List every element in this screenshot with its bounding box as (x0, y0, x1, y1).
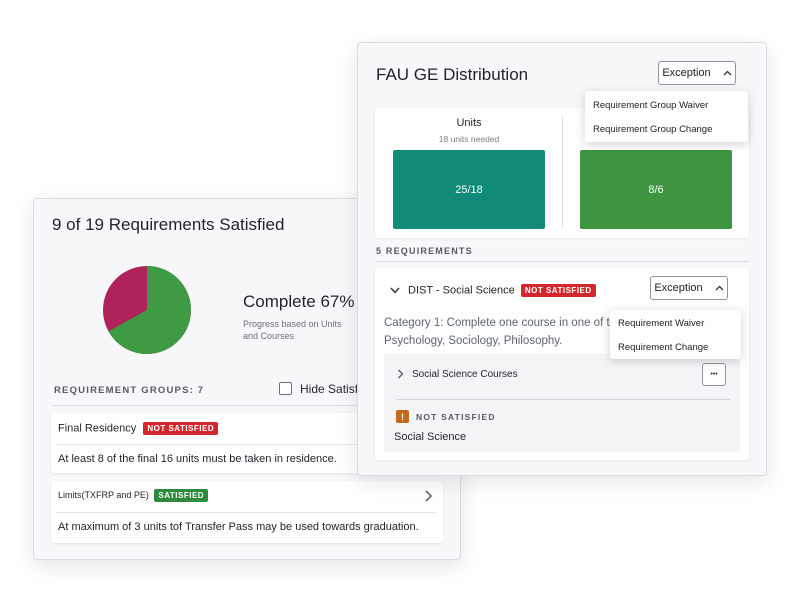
requirement-exception-menu: Requirement Waiver Requirement Change (610, 310, 741, 359)
requirement-description: Category 1: Complete one course in one o… (384, 314, 622, 350)
requirement-group-title: Final Residency NOT SATISFIED (58, 422, 219, 435)
group-exception-button[interactable]: Exception (658, 61, 736, 85)
row-divider (57, 512, 437, 513)
menu-item-requirement-waiver[interactable]: Requirement Waiver (618, 318, 705, 329)
menu-item-requirement-change[interactable]: Requirement Change (618, 342, 709, 353)
status-badge: SATISFIED (154, 489, 209, 502)
requirement-groups-count: REQUIREMENT GROUPS: 7 (54, 385, 205, 396)
progress-caption: Progress based on Units and Courses (243, 318, 342, 342)
divider (375, 261, 749, 262)
divider (52, 405, 442, 406)
courses-progress-tile: 8/6 (580, 150, 732, 229)
warning-glyph: ! (401, 411, 404, 422)
requirement-group-title: Limits(TXFRP and PE) SATISFIED (58, 489, 209, 502)
progress-caption-line: and Courses (243, 331, 295, 341)
distribution-card: FAU GE Distribution Exception Units 18 u… (357, 42, 767, 476)
units-progress-tile: 25/18 (393, 150, 545, 229)
exception-button-label: Exception (662, 67, 711, 79)
subgroup-divider (396, 399, 730, 400)
units-value: 25/18 (455, 183, 483, 196)
hide-satisfied-label[interactable]: Hide Satisfi (300, 382, 361, 396)
menu-item-requirement-group-waiver[interactable]: Requirement Group Waiver (593, 100, 709, 111)
summary-title: 9 of 19 Requirements Satisfied (52, 215, 285, 234)
group-exception-menu: Requirement Group Waiver Requirement Gro… (585, 91, 748, 142)
status-badge: NOT SATISFIED (143, 422, 219, 435)
complete-percentage: Complete 67% (243, 292, 355, 311)
requirement-description-line: Psychology, Sociology, Philosophy. (384, 335, 563, 347)
menu-item-requirement-group-change[interactable]: Requirement Group Change (593, 124, 713, 135)
course-subgroup: Social Science Courses ••• ! NOT SATISFI… (384, 354, 740, 452)
units-title: Units (456, 117, 482, 129)
warning-icon: ! (396, 410, 409, 423)
requirement-name: DIST - Social Science (408, 284, 515, 297)
requirement-group-name: Limits(TXFRP and PE) (58, 489, 149, 500)
chevron-down-icon[interactable] (390, 287, 400, 294)
warning-status: NOT SATISFIED (416, 412, 496, 422)
distribution-title: FAU GE Distribution (376, 65, 529, 84)
more-icon[interactable]: ••• (702, 363, 726, 386)
units-subtitle: 18 units needed (438, 134, 500, 144)
requirement-exception-button[interactable]: Exception (650, 276, 728, 300)
pie-slice-complete (108, 266, 191, 354)
panel-divider (562, 116, 563, 228)
more-glyph: ••• (710, 371, 718, 378)
units-panel: Units 18 units needed 25/18 8/6 (375, 108, 749, 238)
requirement-group-description: At maximum of 3 units tof Transfer Pass … (58, 521, 419, 533)
chevron-up-icon (723, 70, 732, 76)
requirement-description-line: Category 1: Complete one course in one o… (384, 317, 623, 329)
chevron-right-icon[interactable] (397, 369, 404, 379)
progress-caption-line: Progress based on Units (243, 319, 342, 329)
requirement-group-row[interactable]: Limits(TXFRP and PE) SATISFIED At maximu… (51, 481, 443, 543)
requirements-count: 5 REQUIREMENTS (376, 246, 473, 256)
checkbox-icon[interactable] (279, 382, 292, 395)
progress-pie-chart (103, 266, 191, 354)
row-divider (57, 444, 437, 445)
courses-value: 8/6 (648, 183, 664, 196)
exception-button-label: Exception (654, 282, 703, 294)
subgroup-label[interactable]: Social Science Courses (412, 369, 518, 380)
status-badge: NOT SATISFIED (520, 284, 596, 297)
warning-subject: Social Science (394, 431, 467, 443)
requirement-panel: DIST - Social Science NOT SATISFIED Exce… (375, 268, 749, 460)
chevron-up-icon (715, 285, 724, 291)
chevron-right-icon[interactable] (423, 490, 433, 502)
requirement-group-description: At least 8 of the final 16 units must be… (58, 453, 337, 465)
requirement-title: DIST - Social Science NOT SATISFIED (408, 284, 596, 297)
requirement-group-name: Final Residency (58, 422, 137, 435)
